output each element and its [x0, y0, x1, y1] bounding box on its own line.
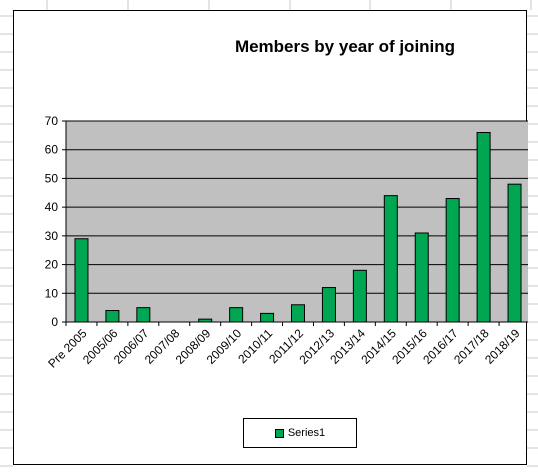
bar	[74, 238, 89, 323]
x-tick-label: 2018/19	[482, 326, 523, 367]
y-tick-label: 10	[45, 286, 59, 300]
legend-label: Series1	[287, 427, 326, 439]
bar	[445, 198, 460, 323]
chart-title: Members by year of joining	[234, 37, 456, 56]
bar	[291, 304, 305, 323]
y-tick-label: 20	[45, 258, 59, 272]
bar	[352, 269, 367, 323]
bar	[198, 318, 213, 323]
y-tick-label: 60	[45, 143, 59, 157]
chart-area[interactable]: Members by year of joining 0 10 20 30 40 50 60…	[13, 10, 528, 465]
bar	[476, 131, 491, 323]
bar	[414, 232, 429, 323]
y-tick-label: 0	[51, 315, 58, 329]
bar	[229, 307, 244, 323]
chart-legend[interactable]: Series1	[243, 418, 357, 448]
bar	[507, 183, 522, 323]
y-tick-label: 50	[45, 171, 59, 185]
legend-swatch	[274, 428, 284, 438]
bar	[260, 312, 275, 323]
y-tick-label: 40	[45, 200, 59, 214]
bar	[105, 310, 120, 323]
x-tick-label: Pre 2005	[45, 326, 90, 371]
bar	[383, 195, 398, 323]
y-tick-label: 30	[45, 229, 59, 243]
y-tick-label: 70	[45, 114, 59, 128]
bar	[321, 287, 336, 323]
bar	[136, 307, 151, 323]
